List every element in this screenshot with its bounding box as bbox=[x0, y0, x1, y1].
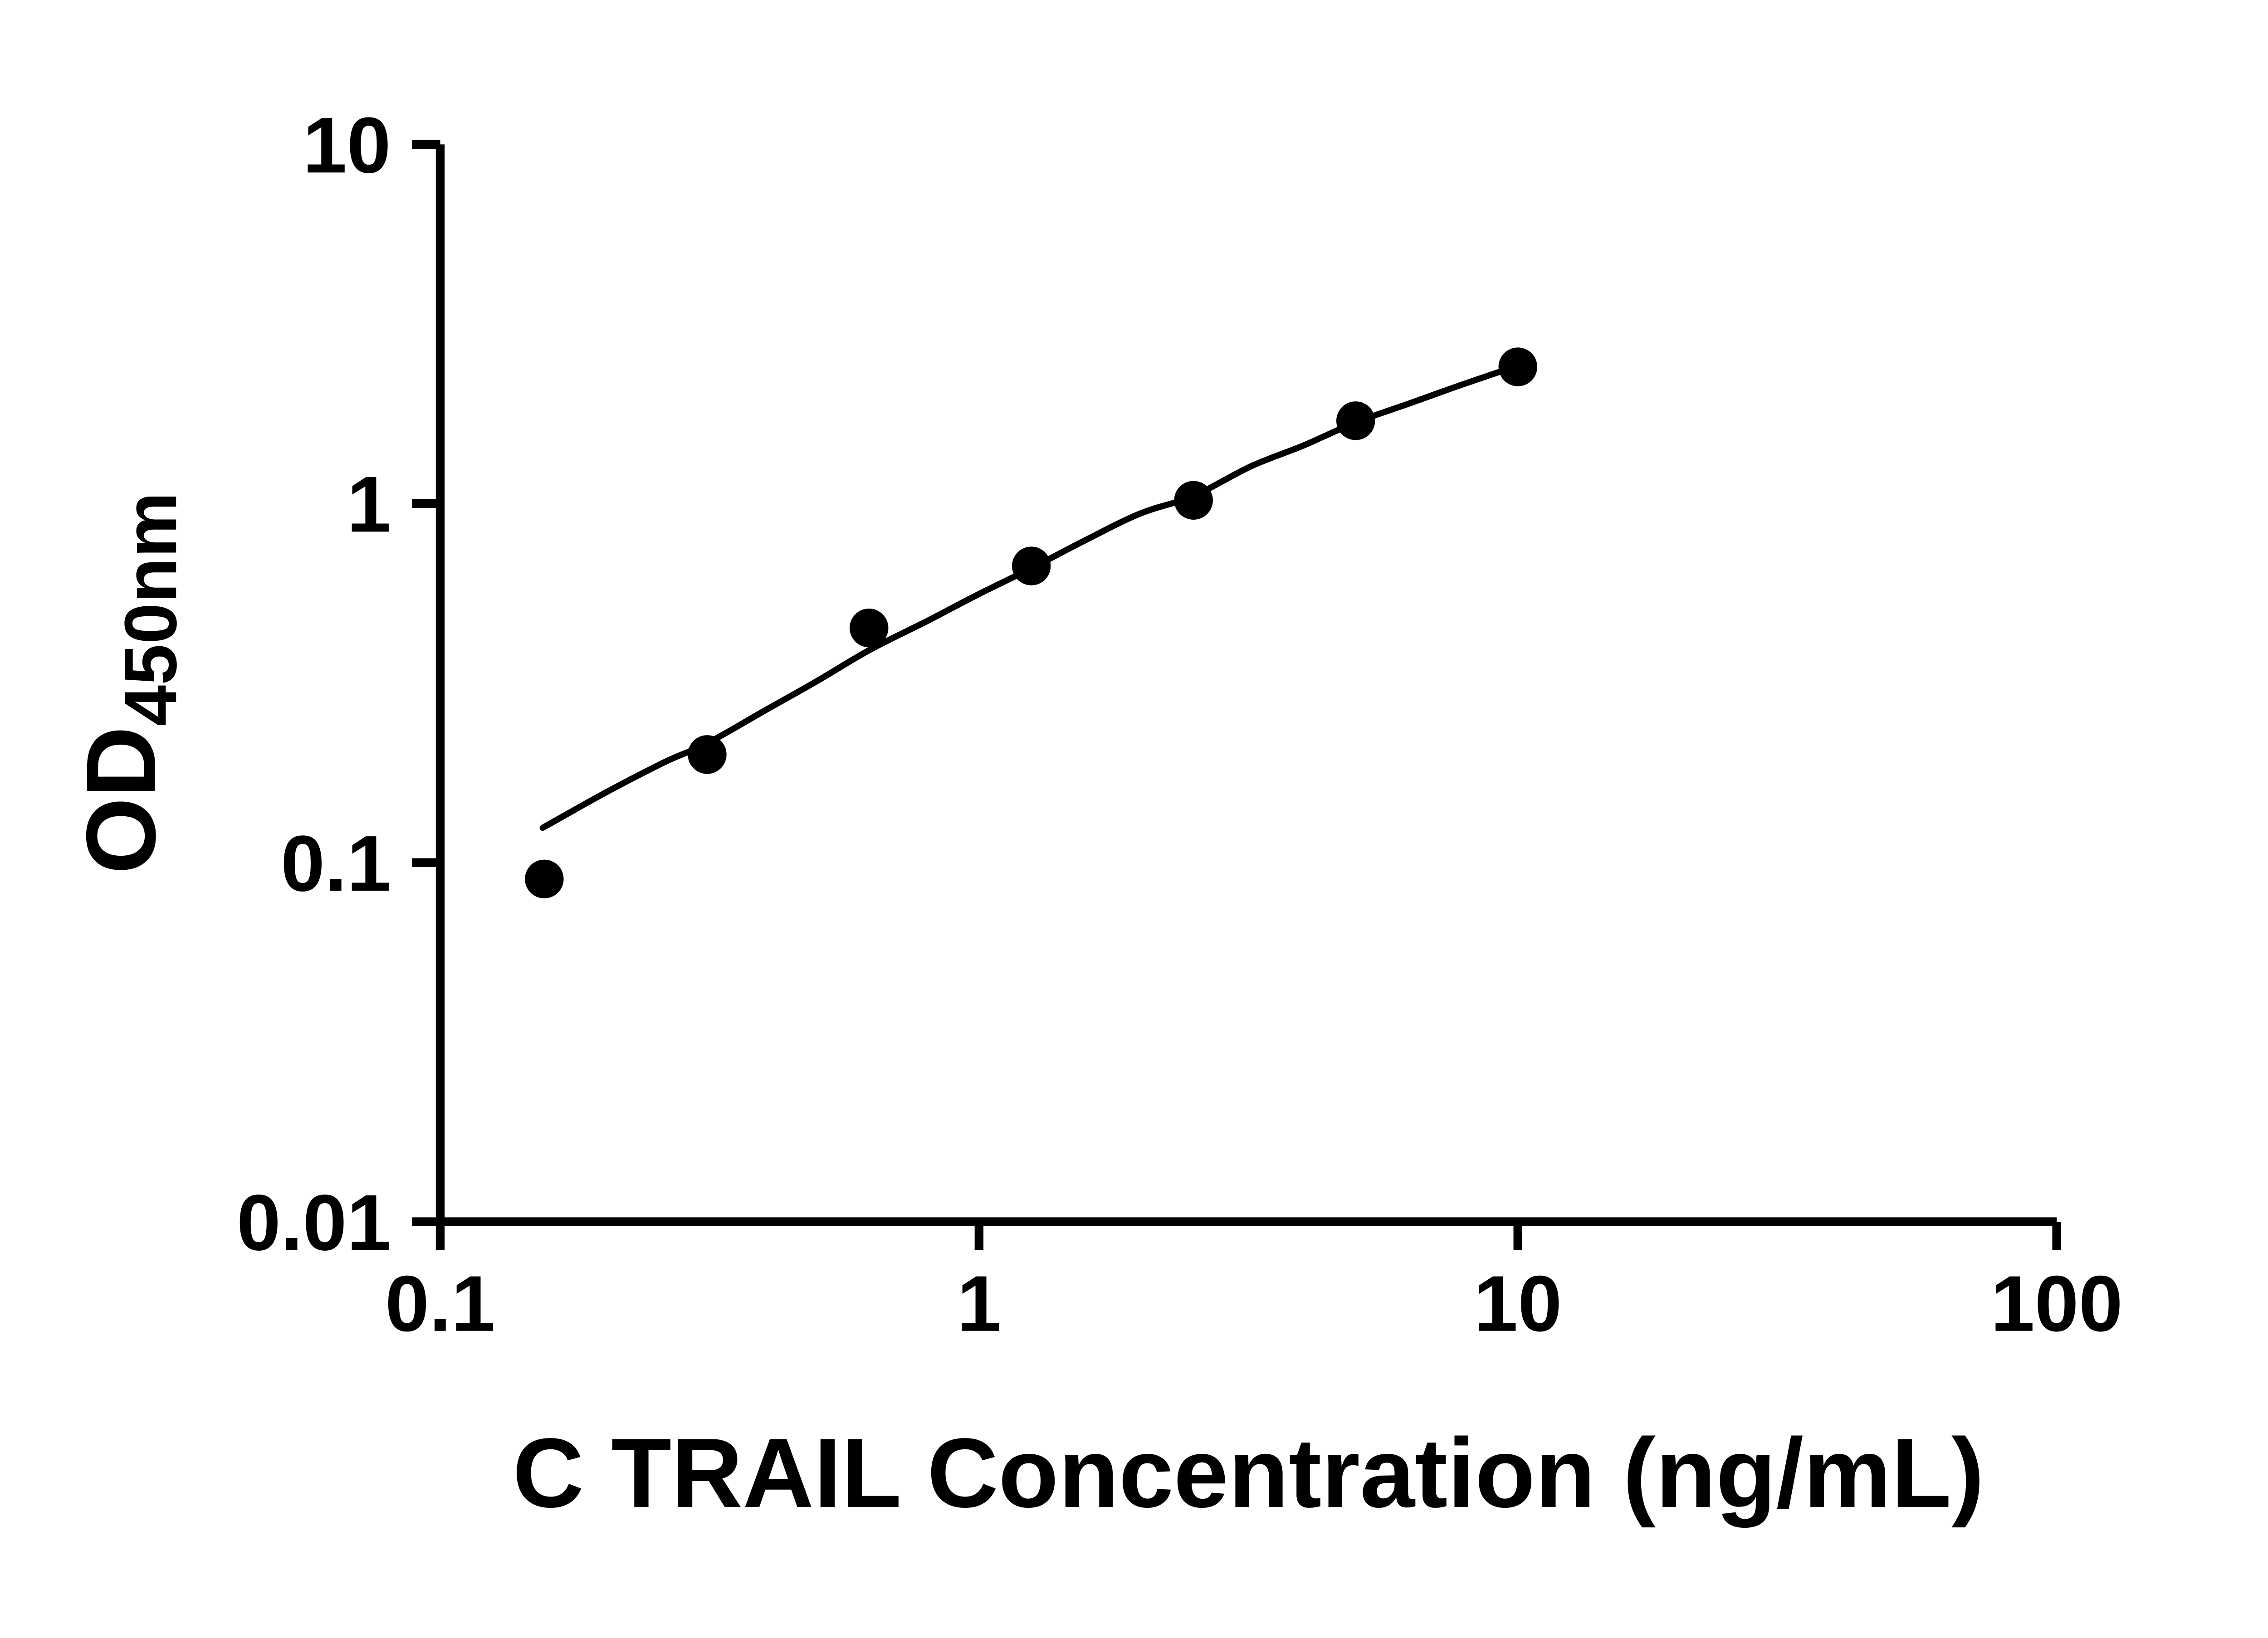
x-tick-label: 1 bbox=[957, 1260, 1001, 1348]
y-axis-title: OD450nm bbox=[66, 492, 192, 874]
elisa-standard-curve-figure: 0.1 1 10 100 0.01 0.1 1 10 C TRAIL Concentrati… bbox=[66, 101, 2123, 1528]
data-point bbox=[1174, 481, 1213, 520]
data-point bbox=[688, 735, 727, 774]
data-point bbox=[525, 859, 564, 898]
data-point bbox=[1012, 546, 1051, 585]
axis-spines bbox=[435, 144, 2057, 1226]
data-point bbox=[1336, 401, 1375, 440]
y-tick-label: 0.1 bbox=[281, 819, 391, 908]
y-tick-label: 10 bbox=[303, 101, 391, 190]
x-axis-ticks: 0.1 1 10 100 bbox=[385, 1222, 2123, 1348]
x-axis-title: C TRAIL Concentration (ng/mL) bbox=[513, 1418, 1984, 1528]
y-tick-label: 0.01 bbox=[237, 1179, 391, 1267]
y-axis-title-sub: 450nm bbox=[109, 492, 192, 726]
x-tick-label: 0.1 bbox=[385, 1260, 495, 1348]
y-axis-ticks: 0.01 0.1 1 10 bbox=[237, 101, 440, 1267]
x-tick-label: 100 bbox=[1990, 1260, 2122, 1348]
data-points-group bbox=[525, 347, 1537, 898]
y-axis-title-main: OD bbox=[66, 726, 176, 874]
axes bbox=[435, 144, 2057, 1226]
data-point bbox=[850, 608, 889, 648]
data-point bbox=[1498, 347, 1537, 386]
y-tick-label: 1 bbox=[347, 460, 391, 549]
x-tick-label: 10 bbox=[1474, 1260, 1562, 1348]
